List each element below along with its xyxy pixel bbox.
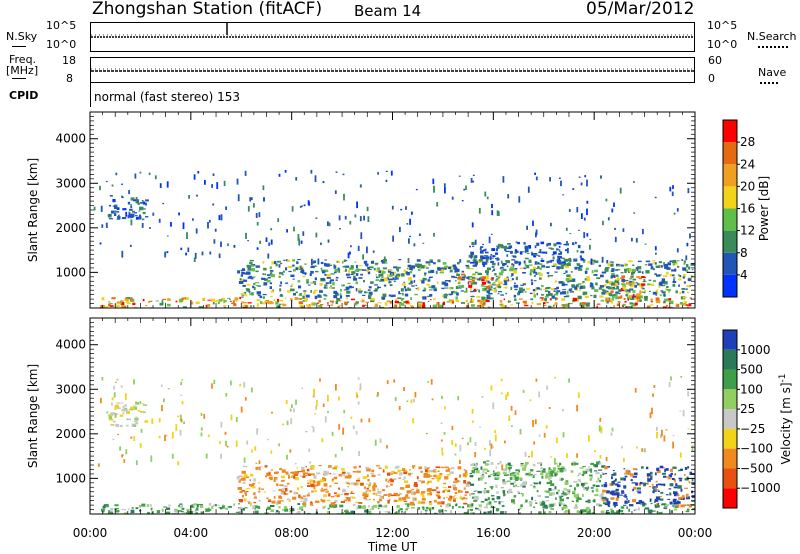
y-tick-label: 3000 <box>55 382 86 396</box>
velocity-colorbar-swatch <box>723 488 737 508</box>
y-axis-label: Slant Range [km] <box>26 364 40 468</box>
power-colorbar-label: 12 <box>740 224 755 238</box>
power-colorbar-title: Power [dB] <box>757 176 771 241</box>
colorbars: 4 8 12 16 20 24 28 Power [dB] 1000 500 100 25 −25 −10… <box>722 119 793 509</box>
y-axis-label: Slant Range [km] <box>26 158 40 262</box>
y-tick-label: 2000 <box>55 221 86 235</box>
velocity-colorbar-label: −1000 <box>740 481 781 495</box>
power-scatter <box>93 169 695 308</box>
velocity-region <box>108 401 149 428</box>
cpid-marker <box>90 83 91 107</box>
power-colorbar-label: 8 <box>740 246 748 260</box>
velocity-colorbar-label: 100 <box>740 382 763 396</box>
power-colorbar-swatch <box>723 120 737 143</box>
power-colorbar-label: 20 <box>740 179 755 193</box>
power-region <box>100 296 693 308</box>
power-colorbar-swatch <box>723 274 737 297</box>
velocity-colorbar-title: Velocity [m s]-1 <box>778 374 793 465</box>
nsky-trace <box>91 23 694 38</box>
y-tick-label: 2000 <box>55 427 86 441</box>
x-tick-label: 00:00 <box>73 526 108 540</box>
x-tick-label: 00:00 <box>678 526 713 540</box>
nave-label: Nave <box>758 66 787 79</box>
velocity-region <box>236 465 470 506</box>
velocity-colorbar-swatch <box>723 428 737 449</box>
power-colorbar-swatch <box>723 142 737 165</box>
velocity-colorbar-swatch <box>723 349 737 370</box>
axis-ticks: 1000 2000 3000 4000 Slant Range [km] 1000 2000… <box>26 112 696 514</box>
nsky-tick-top: 10^5 <box>46 19 77 32</box>
y-tick-label: 1000 <box>55 265 86 279</box>
velocity-colorbar-swatch <box>723 389 737 410</box>
power-colorbar-label: 4 <box>740 268 748 282</box>
velocity-colorbar-swatch <box>723 330 737 350</box>
x-tick-label: 12:00 <box>375 526 410 540</box>
velocity-scatter <box>98 376 695 514</box>
nave-tick-bottom: 0 <box>708 72 715 85</box>
velocity-colorbar-swatch <box>723 448 737 469</box>
velocity-colorbar-swatch <box>723 468 737 489</box>
nsearch-legend-line <box>758 46 788 48</box>
power-colorbar-swatch <box>723 230 737 253</box>
date-label: 05/Mar/2012 <box>586 0 695 19</box>
power-colorbar-swatch <box>723 186 737 209</box>
freq-tick-top: 18 <box>62 54 76 67</box>
freq-panel <box>90 57 695 83</box>
nsky-legend-line <box>12 46 26 47</box>
y-tick-label: 1000 <box>55 471 86 485</box>
power-colorbar-swatch <box>723 252 737 275</box>
x-axis-label: Time UT <box>367 540 418 554</box>
axis-labels: 00:00 04:00 08:00 12:00 16:00 20:00 00:00 Time … <box>73 526 713 554</box>
nave-tick-top: 60 <box>708 54 722 67</box>
freq-label-1: Freq. <box>9 53 37 66</box>
velocity-colorbar-label: −100 <box>740 442 773 456</box>
nsearch-label: N.Search <box>747 30 797 43</box>
power-colorbar-swatch <box>723 208 737 231</box>
freq-tick-bottom: 8 <box>66 72 73 85</box>
freq-trace <box>91 68 694 72</box>
velocity-colorbar-label: −25 <box>740 422 765 436</box>
power-region <box>604 275 648 304</box>
nsky-panel <box>90 22 695 52</box>
velocity-colorbar-frame <box>722 329 738 509</box>
velocity-region <box>601 465 695 508</box>
velocity-region <box>469 460 606 506</box>
velocity-colorbar-label: 25 <box>740 402 755 416</box>
nave-legend-line <box>760 82 778 84</box>
velocity-colorbar-label: −500 <box>740 461 773 475</box>
velocity-sparse <box>98 376 694 471</box>
power-colorbar-label: 28 <box>740 135 755 149</box>
power-region <box>237 259 695 300</box>
power-region <box>468 241 585 267</box>
velocity-colorbar-swatch <box>723 409 737 429</box>
velocity-colorbar-label: 1000 <box>740 343 771 357</box>
power-colorbar-swatch <box>723 164 737 187</box>
freq-legend-line <box>12 78 26 79</box>
y-tick-label: 4000 <box>55 338 86 352</box>
velocity-region <box>101 502 695 514</box>
station-title: Zhongshan Station (fitACF) <box>92 0 323 19</box>
nsearch-tick-bottom: 10^0 <box>707 38 738 51</box>
x-tick-label: 20:00 <box>577 526 612 540</box>
y-tick-label: 3000 <box>55 176 86 190</box>
power-region <box>107 195 149 221</box>
power-sparse <box>93 169 691 266</box>
freq-label-2: [MHz] <box>6 64 39 77</box>
cpid-text: normal (fast stereo) 153 <box>94 90 241 104</box>
nsky-label: N.Sky <box>6 30 38 43</box>
nsky-tick-bottom: 10^0 <box>46 38 77 51</box>
power-colorbar-label: 24 <box>740 157 755 171</box>
velocity-colorbar-label: 500 <box>740 363 763 377</box>
x-tick-label: 08:00 <box>274 526 309 540</box>
power-region <box>455 273 502 293</box>
velocity-colorbar-swatch <box>723 369 737 390</box>
power-colorbar-label: 16 <box>740 202 755 216</box>
y-tick-label: 4000 <box>55 132 86 146</box>
x-tick-label: 04:00 <box>174 526 209 540</box>
beam-label: Beam 14 <box>354 2 422 20</box>
x-tick-label: 16:00 <box>476 526 511 540</box>
nsearch-tick-top: 10^5 <box>707 19 738 32</box>
cpid-label: CPID <box>9 89 39 102</box>
